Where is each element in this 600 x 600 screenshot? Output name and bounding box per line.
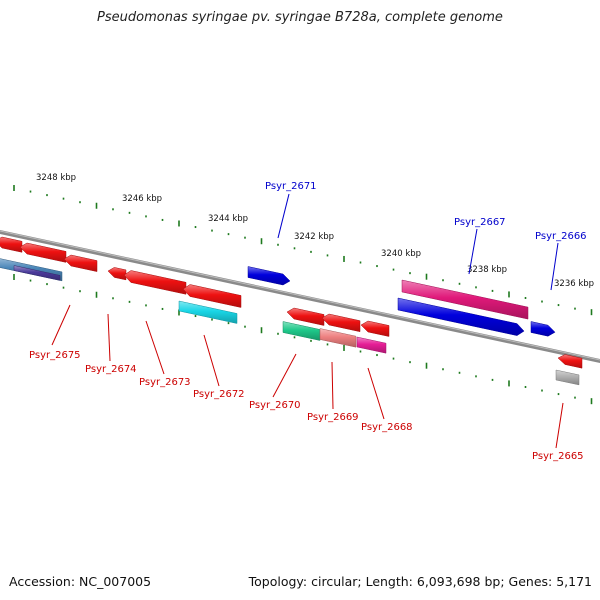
kbp-label: 3242 kbp	[294, 232, 334, 242]
gene-psyr-2665-pair	[555, 369, 580, 386]
gene-label-psyr-2668: Psyr_2668	[361, 422, 413, 433]
upper-tick-row	[13, 185, 593, 316]
gene-segment	[13, 265, 61, 281]
gene-psyr-2674	[107, 267, 127, 281]
gene-psyr-2669-pair	[319, 328, 357, 348]
gene-psyr-2665	[557, 354, 583, 369]
gene-leader-line	[107, 313, 111, 362]
lower-tick-row	[13, 274, 593, 405]
gene-label-psyr-2672: Psyr_2672	[193, 389, 245, 400]
gene-segment	[0, 236, 23, 253]
genome-title: Pseudomonas syringae pv. syringae B728a,…	[97, 10, 503, 25]
gene-psyr-2667	[401, 279, 529, 320]
gene-leader-line	[51, 304, 71, 346]
gene-leader-line	[468, 228, 478, 275]
gene-psyr-2671	[247, 266, 291, 286]
gene-leader-line	[555, 402, 564, 449]
gene-psyr-2670-pair	[282, 321, 321, 341]
gene-psyr-2667-pair	[397, 297, 525, 336]
gene-leader-line	[550, 242, 559, 291]
gene-label-psyr-2667: Psyr_2667	[454, 217, 506, 228]
gene-psyr-2668-pair	[356, 336, 387, 354]
accession-label: Accession: NC_007005	[9, 574, 152, 589]
gene-psyr-2668	[360, 320, 390, 337]
gene-label-psyr-2670: Psyr_2670	[249, 400, 301, 411]
gene-leader-line	[367, 367, 385, 420]
gene-psyr-2672-pair	[178, 300, 238, 324]
gene-label-psyr-2666: Psyr_2666	[535, 231, 587, 242]
gene-segment	[19, 242, 67, 263]
backbone-highlight	[0, 230, 600, 361]
kbp-label: 3248 kbp	[36, 173, 76, 183]
gene-leader-line	[272, 353, 297, 398]
gene-psyr-2666	[530, 321, 556, 337]
gene-leader-line	[203, 334, 220, 387]
gene-label-psyr-2671: Psyr_2671	[265, 181, 317, 192]
kbp-label: 3236 kbp	[554, 279, 594, 289]
gene-psyr-2669	[321, 313, 361, 333]
kbp-label: 3238 kbp	[467, 265, 507, 275]
gene-leader-line	[277, 193, 290, 239]
gene-label-psyr-2673: Psyr_2673	[139, 377, 191, 388]
backbone-line	[0, 229, 600, 364]
gene-label-psyr-2675: Psyr_2675	[29, 350, 81, 361]
gene-psyr-2675	[63, 254, 98, 272]
genome-summary: Topology: circular; Length: 6,093,698 bp…	[248, 574, 592, 589]
gene-label-psyr-2674: Psyr_2674	[85, 364, 137, 375]
kbp-label: 3244 kbp	[208, 214, 248, 224]
gene-psyr-2673	[123, 270, 187, 295]
kbp-label: 3246 kbp	[122, 194, 162, 204]
gene-psyr-2672	[182, 284, 242, 308]
gene-psyr-2670	[286, 307, 325, 326]
kbp-label: 3240 kbp	[381, 249, 421, 259]
gene-leader-line	[331, 361, 334, 410]
gene-label-psyr-2665: Psyr_2665	[532, 451, 584, 462]
gene-leader-line	[145, 320, 165, 375]
gene-label-psyr-2669: Psyr_2669	[307, 412, 359, 423]
